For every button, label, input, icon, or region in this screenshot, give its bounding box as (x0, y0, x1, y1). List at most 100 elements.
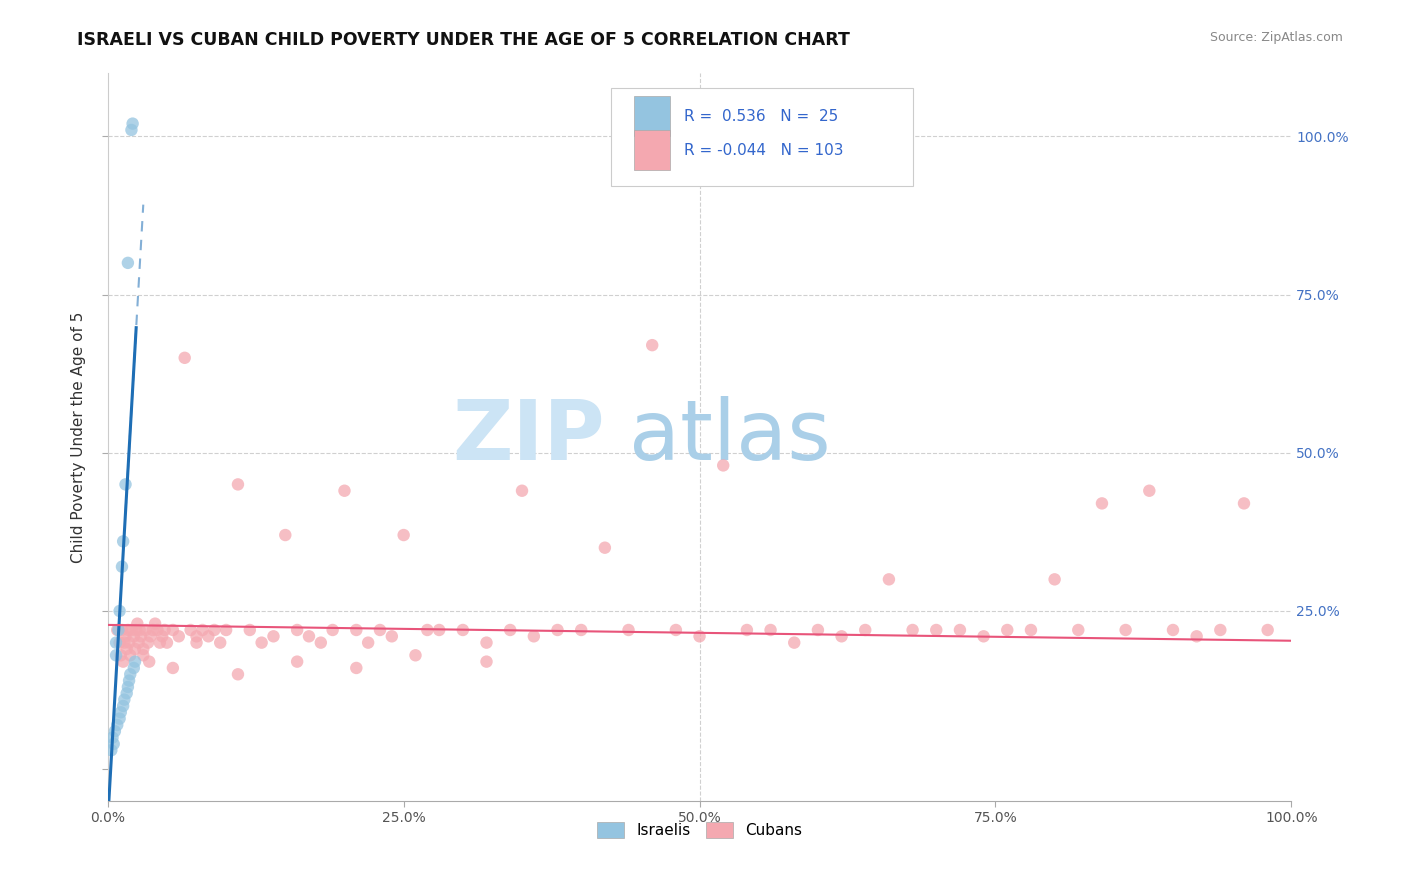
Point (1209, 623, 1232, 637)
Point (416, 623, 439, 637)
Point (427, 623, 450, 637)
Point (689, 629, 711, 643)
Point (451, 623, 474, 637)
Text: ISRAELI VS CUBAN CHILD POVERTY UNDER THE AGE OF 5 CORRELATION CHART: ISRAELI VS CUBAN CHILD POVERTY UNDER THE… (77, 31, 851, 49)
Point (202, 623, 225, 637)
Point (108, 604, 131, 618)
Point (807, 623, 830, 637)
Point (135, 623, 157, 637)
Y-axis label: Child Poverty Under the Age of 5: Child Poverty Under the Age of 5 (72, 311, 86, 563)
Point (285, 623, 308, 637)
Text: R = -0.044   N = 103: R = -0.044 N = 103 (685, 144, 844, 159)
Point (105, 635, 128, 649)
Point (831, 629, 853, 643)
Point (333, 483, 356, 498)
Point (593, 541, 616, 555)
FancyBboxPatch shape (610, 87, 912, 186)
Point (117, 623, 139, 637)
Point (475, 655, 498, 669)
Point (239, 623, 262, 637)
Point (142, 623, 165, 637)
Point (569, 623, 592, 637)
Point (112, 655, 135, 669)
Point (1043, 572, 1066, 586)
Point (128, 623, 150, 637)
Point (162, 623, 184, 637)
Point (110, 706, 132, 720)
Point (150, 629, 173, 643)
Point (118, 635, 141, 649)
Text: ZIP: ZIP (453, 396, 605, 477)
Point (124, 642, 146, 657)
Point (475, 635, 498, 649)
Point (111, 559, 134, 574)
Point (274, 528, 297, 542)
Point (120, 123, 142, 137)
Point (129, 629, 152, 643)
Point (112, 635, 135, 649)
Point (510, 483, 533, 498)
Point (1257, 623, 1279, 637)
Point (112, 534, 135, 549)
Point (1185, 629, 1208, 643)
Point (162, 661, 184, 675)
Point (344, 661, 367, 675)
Point (523, 629, 546, 643)
Point (250, 635, 273, 649)
Point (665, 623, 688, 637)
Point (127, 616, 149, 631)
Point (322, 623, 344, 637)
Point (1161, 623, 1184, 637)
Point (114, 629, 136, 643)
Point (128, 635, 150, 649)
Point (1233, 496, 1256, 510)
Point (1067, 623, 1090, 637)
Point (381, 629, 404, 643)
Point (191, 623, 214, 637)
FancyBboxPatch shape (634, 129, 671, 169)
Point (973, 629, 995, 643)
Point (111, 623, 134, 637)
Point (114, 477, 136, 491)
Point (197, 629, 219, 643)
Point (132, 642, 155, 657)
Point (392, 528, 415, 542)
Point (167, 629, 190, 643)
Point (146, 623, 169, 637)
Point (108, 635, 131, 649)
Point (901, 623, 924, 637)
Point (711, 458, 734, 473)
Point (226, 667, 249, 681)
Point (186, 635, 208, 649)
Text: Source: ZipAtlas.com: Source: ZipAtlas.com (1209, 31, 1343, 45)
Point (186, 629, 208, 643)
Point (173, 351, 195, 365)
Point (156, 635, 179, 649)
Point (1137, 483, 1160, 498)
Point (120, 623, 142, 637)
Point (209, 635, 232, 649)
Point (138, 655, 160, 669)
Point (122, 661, 145, 675)
Point (103, 737, 125, 751)
Point (120, 667, 142, 681)
Point (1019, 623, 1042, 637)
Point (783, 635, 806, 649)
Point (226, 477, 249, 491)
Point (285, 655, 308, 669)
Point (105, 718, 128, 732)
Point (995, 623, 1018, 637)
Point (115, 642, 138, 657)
Point (357, 635, 380, 649)
Point (136, 635, 159, 649)
Point (105, 648, 128, 663)
Point (101, 731, 124, 745)
Point (108, 712, 131, 726)
Point (115, 686, 138, 700)
Point (117, 680, 139, 694)
Point (132, 648, 155, 663)
Point (735, 623, 758, 637)
Point (215, 623, 238, 637)
Point (949, 623, 972, 637)
Point (143, 616, 166, 631)
